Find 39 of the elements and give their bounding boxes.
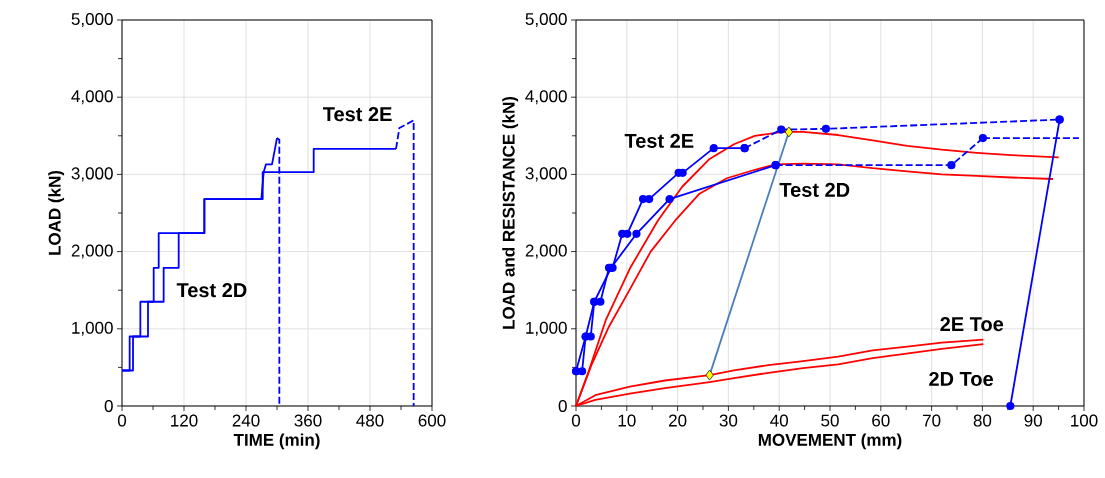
x-tick-label: 60 <box>872 414 890 427</box>
annotation: 2D Toe <box>929 371 993 387</box>
y-tick-label: 1,000 <box>72 321 113 336</box>
annotation: 2E Toe <box>940 317 1004 332</box>
y-axis-title: LOAD (kN) <box>48 170 65 255</box>
x-tick-label: 70 <box>923 414 941 427</box>
x-axis-title: MOVEMENT (mm) <box>758 433 902 450</box>
x-tick-label: 100 <box>1071 414 1098 427</box>
x-tick-label: 600 <box>418 414 446 427</box>
annotation: Test 2D <box>779 182 850 197</box>
y-tick-label: 3,000 <box>71 167 113 182</box>
annotation: Test 2D <box>176 283 247 298</box>
y-tick-label: 5,000 <box>71 12 113 28</box>
y-tick-label: 0 <box>558 399 567 413</box>
y-tick-label: 2,000 <box>71 244 113 259</box>
x-tick-label: 80 <box>973 414 992 427</box>
annotation: Test 2E <box>624 133 694 148</box>
y-tick-label: 1,000 <box>526 321 567 336</box>
x-tick-label: 10 <box>618 414 636 427</box>
x-tick-label: 480 <box>356 414 384 427</box>
y-tick-label: 2,000 <box>525 244 567 259</box>
x-tick-label: 50 <box>821 414 839 427</box>
x-tick-label: 0 <box>117 414 127 427</box>
y-tick-label: 5,000 <box>525 12 567 28</box>
x-tick-label: 40 <box>770 414 788 427</box>
x-tick-label: 30 <box>719 414 738 427</box>
x-tick-label: 90 <box>1024 414 1042 427</box>
x-tick-label: 120 <box>171 414 198 427</box>
y-axis-title: LOAD and RESISTANCE (kN) <box>502 96 519 329</box>
y-tick-label: 3,000 <box>525 167 567 182</box>
y-tick-label: 4,000 <box>71 90 113 105</box>
x-axis-title: TIME (min) <box>233 433 320 450</box>
x-tick-label: 360 <box>294 414 322 427</box>
y-tick-label: 4,000 <box>525 90 567 105</box>
x-tick-label: 20 <box>669 414 687 427</box>
y-tick-label: 0 <box>104 399 113 413</box>
annotation: Test 2E <box>323 107 392 122</box>
x-tick-label: 0 <box>571 414 581 427</box>
x-tick-label: 240 <box>232 414 260 427</box>
